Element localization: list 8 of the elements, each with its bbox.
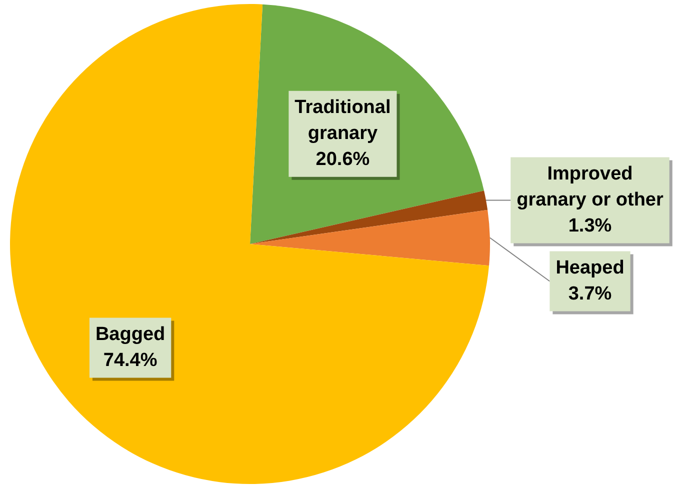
- slice-label: Bagged: [95, 324, 166, 345]
- slice-label: Traditional granary: [294, 97, 391, 144]
- data-label: 1.3%: [568, 216, 612, 236]
- data-label: 20.6%: [316, 149, 370, 170]
- slice-label: Heaped: [556, 258, 624, 278]
- data-label: 3.7%: [568, 284, 612, 304]
- data-label: 74.4%: [103, 350, 158, 371]
- slice-label: Improved granary or other: [516, 164, 664, 210]
